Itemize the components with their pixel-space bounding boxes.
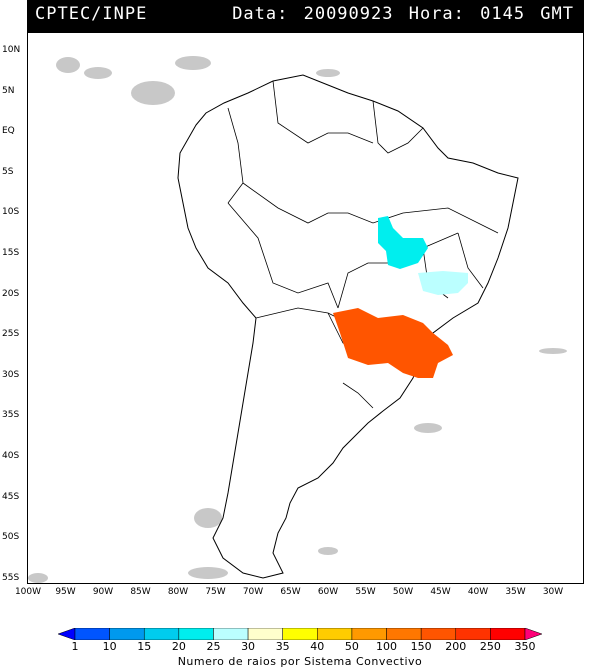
lon-label: 90W	[92, 587, 114, 597]
lat-label: 55S	[2, 572, 20, 583]
colorbar-segment	[490, 628, 526, 640]
colorbar-tick-label: 200	[445, 640, 467, 653]
colorbar-title: Numero de raios por Sistema Convectivo	[177, 655, 423, 668]
map-canvas	[28, 56, 567, 583]
colorbar-tick-label: 100	[376, 640, 398, 653]
southeast-brazil-system	[418, 271, 468, 295]
lon-label: 60W	[317, 587, 339, 597]
colorbar-tick-label: 10	[102, 640, 117, 653]
colorbar-tick-label: 1	[71, 640, 79, 653]
lon-label: 70W	[242, 587, 264, 597]
lon-label: 40W	[467, 587, 489, 597]
lon-label: 55W	[355, 587, 376, 597]
colorbar-tick-label: 350	[514, 640, 536, 653]
colorbar-tick-label: 25	[206, 640, 221, 653]
lon-label: 100W	[14, 587, 42, 597]
colorbar-min-arrow	[58, 628, 76, 640]
lat-label: 40S	[2, 451, 20, 461]
map-header: CPTEC/INPE Data: 20090923 Hora: 0145 GMT	[27, 0, 584, 32]
colorbar-tick-label: 15	[137, 640, 152, 653]
lat-label: 5N	[2, 85, 15, 96]
colorbar-segment	[74, 628, 110, 640]
southern-brazil-system	[333, 308, 453, 378]
colorbar-tick-label: 250	[479, 640, 501, 653]
colorbar-segment	[247, 628, 283, 640]
lon-label: 65W	[280, 587, 301, 597]
lat-label: 35S	[2, 410, 20, 421]
lat-label: 5S	[2, 166, 14, 177]
lat-label: 45S	[2, 491, 20, 502]
colorbar-segment	[109, 628, 145, 640]
colorbar-segment	[282, 628, 318, 640]
colorbar-segment	[420, 628, 457, 640]
lat-label: 30S	[2, 369, 20, 380]
lat-label: EQ	[2, 126, 15, 137]
colorbar-segment	[178, 628, 214, 640]
lon-label: 75W	[205, 587, 226, 597]
colorbar-tick-label: 50	[344, 640, 359, 653]
colorbar-tick-label: 35	[275, 640, 290, 653]
lon-label: 85W	[130, 587, 151, 597]
colorbar-max-arrow	[524, 628, 543, 640]
source-label: CPTEC/INPE	[35, 4, 148, 24]
lat-label: 25S	[2, 329, 20, 340]
colorbar-segment	[351, 628, 387, 640]
lon-label: 50W	[392, 587, 414, 597]
datetime-label: Data: 20090923 Hora: 0145 GMT	[232, 4, 574, 24]
colorbar-segment	[213, 628, 249, 640]
colorbar-tick-label: 20	[171, 640, 186, 653]
colorbar-tick-label: 40	[310, 640, 325, 653]
lon-label: 35W	[505, 587, 526, 597]
lon-label: 45W	[430, 587, 451, 597]
colorbar-segment	[455, 628, 491, 640]
colorbar-segment	[386, 628, 422, 640]
lon-label: 95W	[55, 587, 76, 597]
lat-label: 50S	[2, 532, 20, 543]
lat-label: 20S	[2, 288, 20, 299]
colorbar	[58, 628, 543, 640]
lon-label: 80W	[167, 587, 189, 597]
lat-label: 10N	[2, 45, 21, 55]
colorbar-tick-label: 150	[410, 640, 432, 653]
map-frame	[27, 32, 584, 584]
colorbar-tick-label: 30	[241, 640, 256, 653]
colorbar-segment	[143, 628, 180, 640]
lat-label: 10S	[2, 207, 20, 218]
colorbar-segment	[317, 628, 353, 640]
central-brazil-system	[378, 216, 428, 269]
lon-label: 30W	[542, 587, 564, 597]
lat-label: 15S	[2, 248, 20, 258]
